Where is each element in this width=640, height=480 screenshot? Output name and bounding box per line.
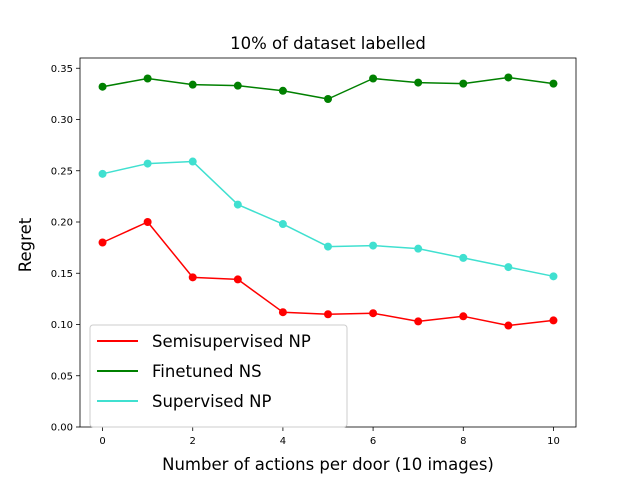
data-point — [369, 241, 378, 250]
data-point — [549, 316, 558, 325]
legend-box — [89, 324, 348, 428]
y-axis-title: Regret — [16, 217, 35, 272]
data-point — [143, 218, 152, 226]
data-point — [414, 244, 423, 253]
data-point — [414, 317, 423, 326]
data-point — [143, 159, 152, 168]
y-tick-label: 0.20 — [51, 218, 73, 229]
y-tick-label: 0.05 — [51, 371, 73, 382]
y-tick-label: 0.30 — [51, 115, 73, 126]
x-axis-title: Number of actions per door (10 images) — [162, 455, 494, 474]
x-tick-label: 10 — [547, 436, 560, 447]
y-tick-label: 0.10 — [51, 320, 73, 331]
data-point — [414, 78, 423, 87]
data-point — [324, 95, 332, 103]
y-tick-label: 0.35 — [51, 64, 73, 75]
data-point — [324, 242, 332, 251]
data-point — [459, 253, 468, 262]
data-point — [459, 79, 468, 88]
data-point — [233, 81, 242, 90]
x-tick-label: 4 — [280, 436, 286, 447]
data-point — [459, 312, 468, 321]
data-point — [278, 86, 287, 95]
data-point — [278, 220, 287, 229]
data-point — [324, 310, 332, 319]
x-tick-label: 8 — [460, 436, 466, 447]
data-point — [504, 321, 513, 330]
legend-label: Finetuned NS — [152, 362, 262, 381]
data-point — [369, 309, 378, 318]
data-point — [549, 272, 558, 281]
y-tick-label: 0.25 — [51, 166, 73, 177]
x-tick-label: 2 — [190, 436, 196, 447]
data-point — [278, 308, 287, 317]
data-point — [504, 73, 513, 82]
data-point — [369, 74, 378, 83]
data-point — [188, 157, 197, 166]
data-point — [143, 74, 152, 83]
data-point — [233, 275, 242, 284]
data-point — [233, 200, 242, 209]
legend: Semisupervised NP Finetuned NS Supervised … — [89, 324, 348, 428]
y-tick-label: 0.00 — [51, 423, 73, 434]
data-point — [98, 238, 107, 247]
data-point — [98, 169, 107, 178]
data-point — [188, 273, 197, 282]
y-tick-label: 0.15 — [51, 269, 73, 280]
x-tick-label: 0 — [99, 436, 105, 447]
legend-label: Semisupervised NP — [152, 332, 311, 351]
data-point — [504, 263, 513, 272]
legend-label: Supervised NP — [152, 392, 271, 411]
data-point — [188, 80, 197, 89]
x-tick-label: 6 — [370, 436, 376, 447]
data-point — [98, 82, 107, 91]
data-point — [549, 79, 558, 88]
chart-title: 10% of dataset labelled — [230, 34, 426, 53]
